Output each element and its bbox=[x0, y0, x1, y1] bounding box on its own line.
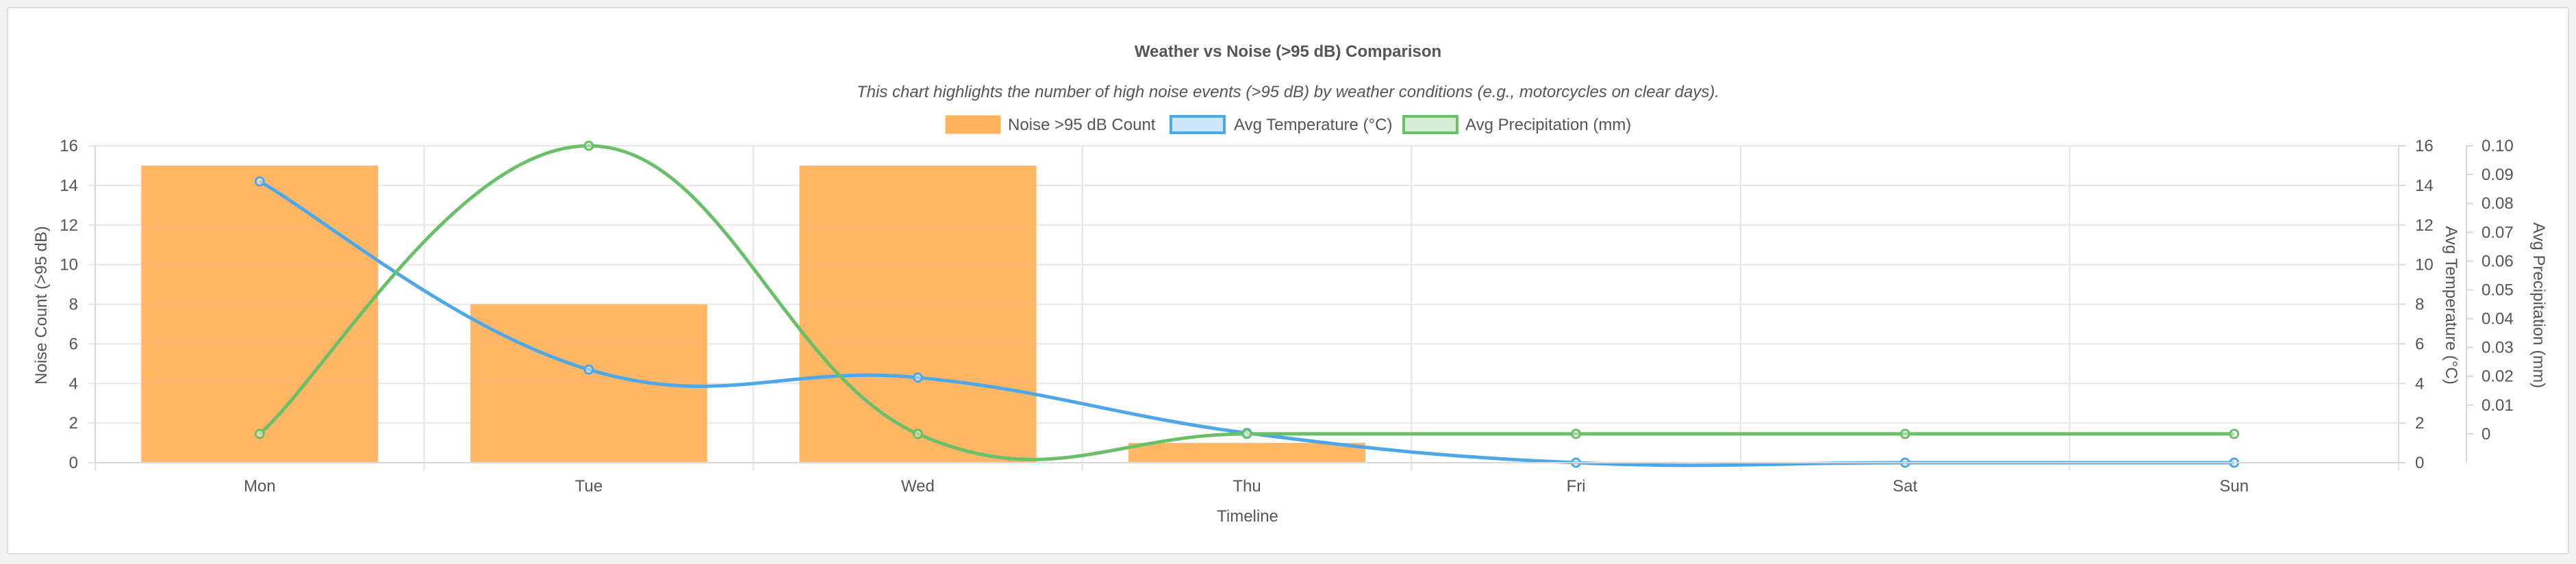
y-right1-tick-label: 2 bbox=[2415, 414, 2424, 433]
y-left-tick-label: 6 bbox=[69, 335, 78, 353]
precipitation-point bbox=[583, 140, 594, 151]
chart-title: Weather vs Noise (>95 dB) Comparison bbox=[1135, 42, 1441, 61]
y-right1-tick-label: 16 bbox=[2415, 137, 2434, 155]
grid-lines bbox=[88, 145, 2399, 471]
y-left-tick-label: 4 bbox=[69, 374, 78, 393]
y-left-tick-label: 16 bbox=[60, 137, 78, 155]
y-right1-tick-label: 8 bbox=[2415, 296, 2424, 314]
axes: 0 2 4 6 8 10 12 14 16 0 2 4 6 8 10 12 14 16 0 0.01 0.02 0.03 0… bbox=[60, 137, 2513, 496]
y-left-tick-label: 2 bbox=[69, 414, 78, 433]
x-tick-label: Tue bbox=[575, 477, 603, 496]
x-axis-title: Timeline bbox=[1217, 507, 1278, 526]
y-right1-tick-label: 4 bbox=[2415, 374, 2424, 393]
y-left-tick-label: 10 bbox=[60, 256, 78, 274]
y-right1-tick-label: 10 bbox=[2415, 256, 2434, 274]
y-left-tick-label: 0 bbox=[69, 454, 78, 472]
legend-swatch-temperature bbox=[1170, 115, 1226, 134]
noise-bar bbox=[1128, 443, 1366, 463]
y-left-axis-title: Noise Count (>95 dB) bbox=[32, 226, 51, 384]
y-right2-tick-label: 0.06 bbox=[2482, 252, 2514, 270]
precipitation-point bbox=[254, 428, 265, 439]
y-right2-tick-label: 0.03 bbox=[2482, 339, 2514, 357]
y-right2-tick-label: 0.01 bbox=[2482, 396, 2514, 415]
temperature-point bbox=[583, 364, 594, 375]
y-right2-tick-label: 0.10 bbox=[2482, 137, 2514, 155]
x-tick-label: Sun bbox=[2219, 477, 2249, 496]
chart-subtitle: This chart highlights the number of high… bbox=[857, 83, 1719, 101]
y-right2-tick-label: 0 bbox=[2482, 425, 2490, 444]
y-right1-tick-label: 0 bbox=[2415, 454, 2424, 472]
noise-bar bbox=[799, 165, 1037, 463]
precipitation-point bbox=[2229, 428, 2240, 439]
y-left-tick-label: 14 bbox=[60, 177, 78, 195]
x-tick-label: Sat bbox=[1893, 477, 1917, 496]
y-right2-tick-label: 0.04 bbox=[2482, 310, 2514, 329]
legend-swatch-precipitation bbox=[1402, 115, 1459, 134]
x-tick-label: Thu bbox=[1233, 477, 1261, 496]
y-right2-tick-label: 0.08 bbox=[2482, 194, 2514, 213]
temperature-point bbox=[912, 372, 923, 383]
precipitation-point bbox=[1899, 428, 1910, 439]
y-right2-tick-label: 0.09 bbox=[2482, 166, 2514, 184]
noise-bar bbox=[470, 304, 707, 463]
legend-swatch-noise bbox=[945, 115, 1001, 134]
precipitation-point bbox=[912, 428, 923, 439]
y-right1-tick-label: 14 bbox=[2415, 177, 2434, 195]
y-right1-tick-label: 6 bbox=[2415, 335, 2424, 353]
temperature-point bbox=[254, 176, 265, 187]
precipitation-point bbox=[1571, 428, 1582, 439]
x-tick-label: Fri bbox=[1567, 477, 1586, 496]
y-right2-tick-label: 0.05 bbox=[2482, 281, 2514, 299]
legend-label-precipitation: Avg Precipitation (mm) bbox=[1465, 116, 1631, 134]
y-right1-axis-title: Avg Temperature (°C) bbox=[2442, 226, 2460, 384]
y-right2-tick-label: 0.07 bbox=[2482, 223, 2514, 242]
noise-bars bbox=[141, 165, 1366, 463]
noise-bar bbox=[141, 165, 379, 463]
precipitation-point bbox=[1241, 428, 1252, 439]
legend-label-temperature: Avg Temperature (°C) bbox=[1234, 116, 1392, 134]
y-left-tick-label: 12 bbox=[60, 216, 78, 235]
legend-label-noise: Noise >95 dB Count bbox=[1008, 116, 1156, 134]
x-tick-label: Mon bbox=[244, 477, 276, 496]
x-tick-label: Wed bbox=[901, 477, 935, 496]
y-left-tick-label: 8 bbox=[69, 296, 78, 314]
y-right2-axis-title: Avg Precipitation (mm) bbox=[2529, 222, 2548, 388]
chart-legend: Noise >95 dB Count Avg Temperature (°C) … bbox=[945, 115, 1631, 134]
y-right2-tick-label: 0.02 bbox=[2482, 368, 2514, 386]
y-right1-tick-label: 12 bbox=[2415, 216, 2434, 235]
precipitation-line bbox=[258, 144, 2234, 461]
